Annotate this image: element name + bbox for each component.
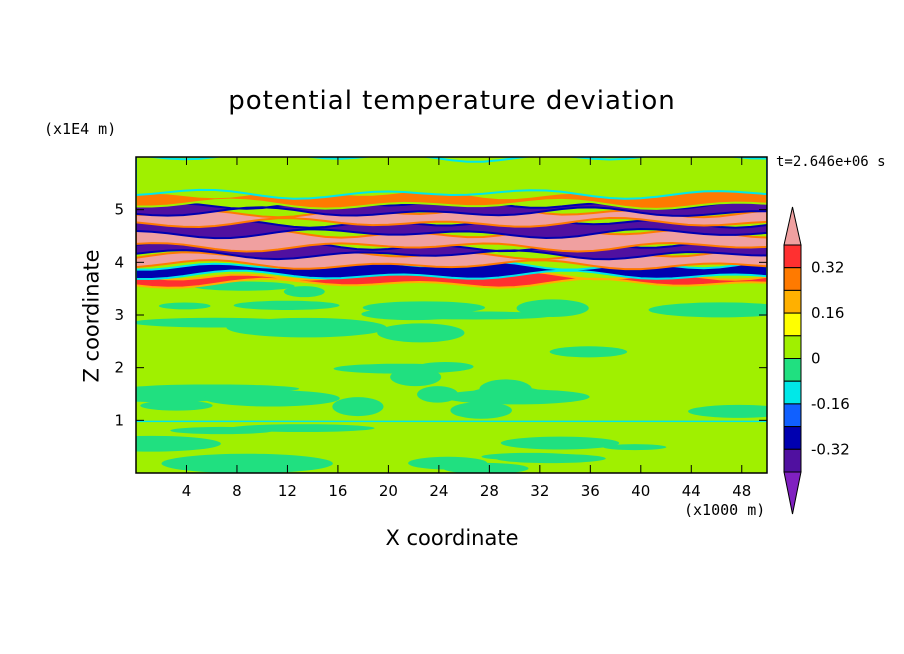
y-axis-ticks: 1 2 3 4 5 xyxy=(114,201,767,429)
x-tick-label: 48 xyxy=(732,482,751,500)
field-band xyxy=(136,271,767,288)
colorbar-box xyxy=(783,244,802,269)
z-axis-unit: (x1E4 m) xyxy=(44,120,117,138)
field-patch xyxy=(500,436,620,450)
y-tick-label: 1 xyxy=(114,411,124,429)
y-tick-label: 4 xyxy=(114,253,124,271)
y-tick-label: 5 xyxy=(114,201,124,219)
field-patch xyxy=(549,346,628,358)
colorbar: 0.32 0.16 0 -0.16 -0.32 xyxy=(783,206,850,515)
colorbar-label: -0.32 xyxy=(811,440,850,458)
field-patch xyxy=(479,379,532,400)
colorbar-box xyxy=(783,289,802,314)
field-patch xyxy=(450,401,512,419)
colorbar-box xyxy=(783,426,802,450)
field-band-edge xyxy=(136,157,767,200)
x-tick-label: 44 xyxy=(682,482,701,500)
x-tick-label: 16 xyxy=(328,482,347,500)
colorbar-bottom-arrow xyxy=(783,471,802,515)
field-patch xyxy=(216,462,269,470)
field-patch xyxy=(136,317,298,328)
colorbar-box xyxy=(783,403,802,428)
colorbar-label: 0 xyxy=(811,350,821,368)
x-tick-label: 28 xyxy=(480,482,499,500)
colorbar-box xyxy=(783,448,802,473)
colorbar-box xyxy=(783,267,802,291)
field-patch xyxy=(481,452,578,461)
field-patch xyxy=(230,424,375,433)
x-tick-label: 24 xyxy=(429,482,448,500)
plot-area xyxy=(136,157,767,473)
x-tick-label: 20 xyxy=(379,482,398,500)
field-band xyxy=(136,218,767,239)
colorbar-box xyxy=(783,335,802,359)
y-tick-label: 3 xyxy=(114,306,124,324)
field-patch xyxy=(332,397,384,417)
field-patch xyxy=(603,444,667,451)
colorbar-label: -0.16 xyxy=(811,395,850,413)
field-patch xyxy=(362,301,486,314)
x-tick-label: 40 xyxy=(631,482,650,500)
colorbar-box xyxy=(783,312,802,337)
field-patch xyxy=(395,311,554,320)
x-tick-label: 12 xyxy=(278,482,297,500)
field-band xyxy=(136,157,767,199)
field-patch xyxy=(377,323,465,343)
colorbar-label: 0.16 xyxy=(811,304,844,322)
chart-title: potential temperature deviation xyxy=(228,86,676,116)
field-patch xyxy=(408,456,488,470)
field-patch xyxy=(158,302,211,310)
x-tick-label: 36 xyxy=(581,482,600,500)
x-tick-label: 8 xyxy=(232,482,242,500)
field-band-edge xyxy=(136,240,767,261)
x-tick-label: 32 xyxy=(530,482,549,500)
field-patch xyxy=(516,299,589,317)
colorbar-label: 0.32 xyxy=(811,259,844,277)
x-axis-ticks: 4 8 12 16 20 24 28 32 36 40 44 48 xyxy=(182,157,751,500)
field-patch xyxy=(233,300,340,311)
colorbar-top-arrow xyxy=(783,206,802,246)
field-patch xyxy=(136,435,221,452)
field-patch xyxy=(648,302,767,318)
field-patch xyxy=(140,400,213,411)
field-band-edge xyxy=(136,228,767,253)
time-label: t=2.646e+06 s xyxy=(776,154,886,170)
x-axis-unit: (x1000 m) xyxy=(684,501,766,519)
colorbar-box xyxy=(783,380,802,405)
y-tick-label: 2 xyxy=(114,359,124,377)
colorbar-box xyxy=(783,358,802,382)
x-axis-label: X coordinate xyxy=(385,526,519,550)
x-tick-label: 4 xyxy=(182,482,192,500)
field-patch xyxy=(417,386,459,403)
field-patch xyxy=(203,390,340,407)
field-patch xyxy=(333,363,468,374)
field-patch xyxy=(283,286,325,298)
field-patch xyxy=(688,404,767,418)
